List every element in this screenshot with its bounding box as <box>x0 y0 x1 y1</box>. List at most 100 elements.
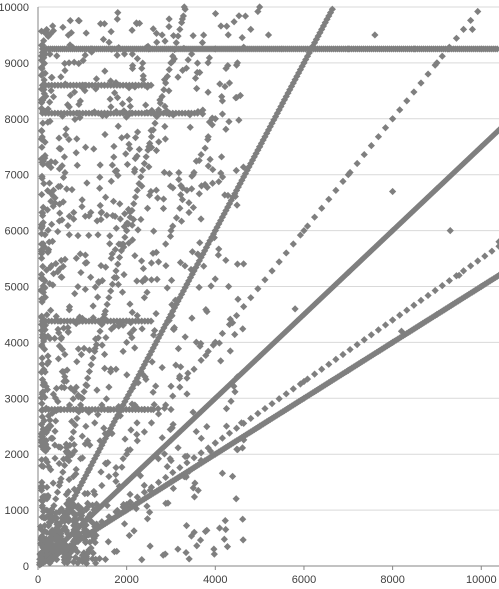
data-point <box>165 66 173 74</box>
data-point <box>123 227 131 235</box>
data-point <box>43 386 51 394</box>
data-point <box>79 56 87 65</box>
data-point <box>90 506 98 514</box>
data-point <box>211 394 219 402</box>
x-tick-label: 0 <box>35 574 41 586</box>
data-point <box>93 217 101 225</box>
data-point <box>114 122 122 130</box>
data-point <box>59 468 67 476</box>
data-point <box>88 48 96 56</box>
data-point <box>147 187 155 196</box>
data-point <box>205 118 214 126</box>
data-point <box>295 69 303 77</box>
data-point <box>82 422 90 430</box>
data-point <box>69 558 78 566</box>
data-point <box>444 45 452 53</box>
data-point <box>162 262 170 270</box>
data-point <box>97 209 105 217</box>
data-point <box>85 408 93 416</box>
data-point <box>72 532 80 541</box>
data-point <box>81 212 89 220</box>
data-point <box>203 422 211 431</box>
data-point <box>130 381 138 389</box>
data-point <box>261 276 269 284</box>
data-point <box>46 280 54 288</box>
data-point <box>38 320 46 329</box>
data-point <box>72 465 80 474</box>
data-point <box>61 80 69 88</box>
data-point <box>87 273 95 281</box>
data-point <box>270 116 278 124</box>
data-point <box>133 493 141 501</box>
data-point <box>74 345 83 353</box>
data-point <box>162 473 170 482</box>
data-point <box>80 387 88 396</box>
data-point <box>158 434 166 442</box>
data-point <box>96 184 104 192</box>
data-point <box>326 8 335 17</box>
data-point <box>55 134 63 142</box>
data-point <box>50 502 58 510</box>
data-point <box>199 110 207 118</box>
data-point <box>65 103 73 111</box>
data-point <box>105 472 113 481</box>
data-point <box>410 301 418 309</box>
data-point <box>78 394 86 402</box>
data-point <box>107 325 116 333</box>
data-point <box>117 240 125 249</box>
data-point <box>59 23 67 31</box>
data-point <box>65 59 73 67</box>
data-point <box>210 550 218 558</box>
data-point <box>37 525 45 533</box>
data-point <box>112 470 120 479</box>
data-point <box>64 222 72 230</box>
data-point <box>133 437 141 445</box>
data-point <box>183 459 191 467</box>
data-point <box>411 45 419 53</box>
data-point <box>332 355 340 363</box>
data-point <box>119 347 127 355</box>
data-point <box>69 395 77 403</box>
data-point <box>152 382 160 390</box>
data-point <box>64 556 72 564</box>
data-point <box>167 310 175 319</box>
data-point <box>152 29 161 37</box>
data-point <box>214 251 222 259</box>
data-point <box>318 204 326 212</box>
data-point <box>339 350 347 359</box>
data-point <box>64 323 72 332</box>
data-point <box>38 399 46 408</box>
data-point <box>72 149 80 157</box>
data-point <box>75 59 83 68</box>
data-point <box>169 392 177 400</box>
data-point <box>48 237 57 245</box>
data-point <box>291 305 299 313</box>
data-point <box>88 518 96 526</box>
data-point <box>72 405 80 413</box>
data-point <box>126 498 134 506</box>
data-point <box>183 390 191 398</box>
data-point <box>189 484 197 492</box>
data-point <box>147 126 155 135</box>
data-point <box>438 52 446 60</box>
data-point <box>221 82 229 91</box>
data-point <box>139 166 147 174</box>
data-point <box>174 545 182 553</box>
data-point <box>467 262 475 270</box>
data-point <box>62 527 70 535</box>
data-point <box>39 240 47 248</box>
data-point <box>38 85 46 93</box>
data-point <box>71 491 79 500</box>
data-point <box>54 550 62 558</box>
data-point <box>164 499 172 507</box>
data-point <box>174 345 183 353</box>
data-point <box>100 310 109 319</box>
data-point <box>45 179 54 187</box>
data-point <box>235 116 243 124</box>
data-point <box>136 472 145 480</box>
data-point <box>40 514 48 522</box>
data-point <box>237 419 246 427</box>
data-point <box>133 311 141 320</box>
data-point <box>86 510 94 518</box>
data-point <box>111 212 119 220</box>
